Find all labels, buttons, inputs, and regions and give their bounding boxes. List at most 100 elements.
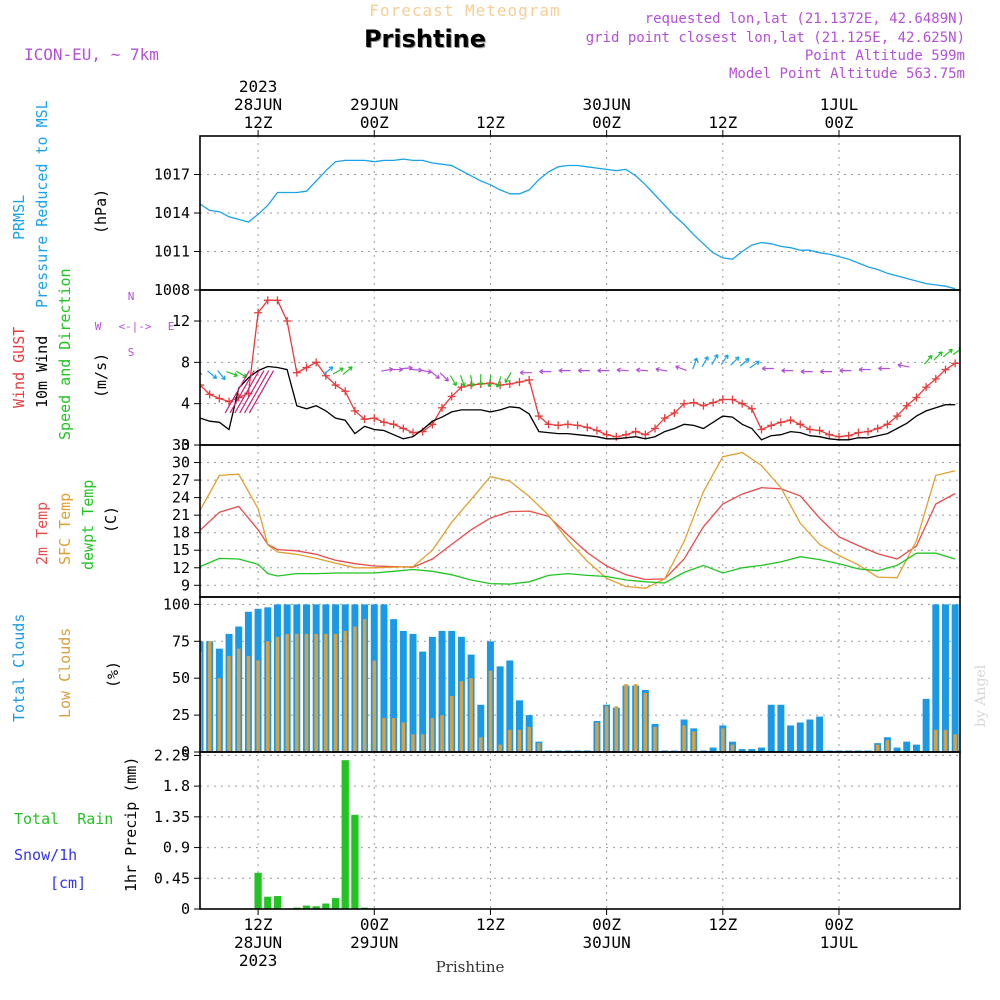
wind-gust-marker bbox=[931, 374, 940, 383]
wind-plot-area bbox=[200, 296, 960, 441]
wind-gust-marker bbox=[631, 427, 640, 436]
precipitation-ytick-label: 0.45 bbox=[154, 869, 190, 887]
wind-gust-marker bbox=[592, 426, 601, 435]
low-clouds-bar bbox=[934, 729, 938, 752]
compass-rose: N S W E <-|-> bbox=[95, 290, 175, 359]
wind-direction-arrow bbox=[519, 370, 532, 376]
clouds-ytick-label: 0 bbox=[181, 743, 190, 761]
low-clouds-bar bbox=[595, 722, 599, 752]
wind-gust-marker bbox=[408, 428, 417, 437]
low-clouds-bar bbox=[527, 726, 531, 752]
wind-gust-marker bbox=[350, 406, 359, 415]
snow-label: Snow/1h bbox=[14, 846, 77, 864]
wind-gust-marker bbox=[718, 395, 727, 404]
total-clouds-bar bbox=[816, 716, 824, 752]
wind-gust-marker bbox=[200, 381, 204, 390]
low-clouds-bar bbox=[246, 656, 251, 752]
wind-ytick-label: 4 bbox=[181, 395, 190, 413]
clouds-ytick-label: 100 bbox=[163, 595, 190, 613]
wind-direction-arrow bbox=[655, 367, 668, 373]
low-clouds-bar bbox=[449, 695, 454, 752]
bottom-time-label: 00Z bbox=[825, 915, 854, 934]
low-clouds-bar bbox=[227, 656, 231, 752]
wind-gust-marker bbox=[573, 421, 582, 430]
temp-unit: (C) bbox=[102, 506, 120, 533]
top-time-label: 12Z bbox=[708, 113, 737, 132]
wind-direction-arrow bbox=[800, 369, 813, 375]
wind-direction-arrow bbox=[459, 375, 466, 387]
low-clouds-bar bbox=[537, 743, 541, 752]
bottom-time-label: 12Z bbox=[476, 915, 505, 934]
wind-gust-marker bbox=[902, 401, 911, 410]
gust-direction-barb bbox=[229, 370, 255, 414]
temperature-ytick-label: 15 bbox=[172, 541, 190, 559]
wind-direction-arrow bbox=[439, 372, 449, 382]
wind-gust-marker bbox=[292, 368, 301, 377]
low-clouds-bar bbox=[488, 670, 493, 752]
bottom-time-label: 1JUL bbox=[820, 933, 859, 952]
top-time-label: 12Z bbox=[244, 113, 273, 132]
total-clouds-bar bbox=[903, 741, 911, 752]
low-clouds-bar bbox=[517, 729, 522, 752]
low-clouds-bar bbox=[682, 725, 686, 752]
low-clouds-bar bbox=[401, 722, 406, 752]
low-clouds-bar bbox=[285, 633, 289, 752]
bottom-time-label: 28JUN bbox=[234, 933, 282, 952]
precipitation-ytick-label: 1.8 bbox=[163, 777, 190, 795]
wind-gust-marker bbox=[786, 416, 795, 425]
wind-ytick-label: 8 bbox=[181, 353, 190, 371]
bottom-time-label: 30JUN bbox=[583, 933, 631, 952]
low-clouds-bar bbox=[643, 692, 648, 752]
wind-gust-marker bbox=[767, 421, 776, 430]
wind-direction-arrow bbox=[504, 372, 512, 384]
location-title: Prishtine bbox=[364, 25, 486, 53]
wind-gust-marker bbox=[525, 375, 534, 384]
precip-unit: 1hr Precip (mm) bbox=[122, 757, 140, 892]
rain-bar bbox=[254, 872, 262, 909]
low-clouds-bar bbox=[875, 744, 880, 752]
wind-gust-marker bbox=[312, 358, 321, 367]
wind-gust-marker bbox=[651, 424, 660, 433]
wind-gust-marker bbox=[370, 414, 379, 423]
low-clouds-bar bbox=[420, 734, 425, 752]
wind-gust-marker bbox=[534, 412, 543, 421]
low-clouds-bar bbox=[604, 706, 609, 752]
wind-direction-arrow bbox=[749, 360, 760, 369]
wind-direction-arrow bbox=[449, 375, 457, 387]
wind-direction-arrow bbox=[819, 369, 832, 375]
low-clouds-bar bbox=[266, 641, 270, 752]
wind-gust-marker bbox=[844, 431, 853, 440]
bottom-time-label: 00Z bbox=[360, 915, 389, 934]
low-clouds-bar bbox=[343, 630, 347, 752]
wind-gust-marker bbox=[273, 296, 282, 305]
wind-direction-arrow bbox=[692, 357, 699, 370]
rain-bar bbox=[322, 903, 330, 909]
rain-bar bbox=[341, 760, 349, 909]
low-clouds-bar bbox=[430, 718, 435, 752]
wind-direction-arrow bbox=[701, 356, 709, 368]
total-clouds-bar bbox=[477, 704, 485, 752]
low-clouds-bar bbox=[498, 744, 502, 752]
total-clouds-bar bbox=[922, 698, 930, 752]
top-time-label: 12Z bbox=[476, 113, 505, 132]
total-clouds-bar bbox=[893, 747, 901, 752]
wind-gust-marker bbox=[709, 398, 718, 407]
low-clouds-bar bbox=[692, 731, 696, 752]
wind-direction-arrow bbox=[739, 358, 750, 367]
wind-direction-arrow bbox=[711, 354, 719, 365]
wind-gust-marker bbox=[360, 415, 369, 424]
requested-coords: requested lon,lat (21.1372E, 42.6489N) bbox=[645, 11, 965, 27]
wind-direction-arrow bbox=[486, 375, 492, 388]
total-clouds-bar bbox=[951, 604, 959, 752]
wind-speed-dir-label: Speed and Direction bbox=[56, 268, 74, 440]
wind-gust-marker bbox=[302, 363, 311, 372]
bottom-location-label: Prishtine bbox=[436, 958, 505, 976]
top-time-label: 30JUN bbox=[583, 95, 631, 114]
low-clouds-bar bbox=[953, 734, 957, 752]
total-clouds-bar bbox=[796, 722, 804, 752]
pressure-unit: (hPa) bbox=[92, 189, 110, 234]
gust-direction-barb bbox=[234, 370, 260, 414]
total-clouds-bar bbox=[428, 636, 436, 752]
low-clouds-bar bbox=[295, 633, 299, 752]
